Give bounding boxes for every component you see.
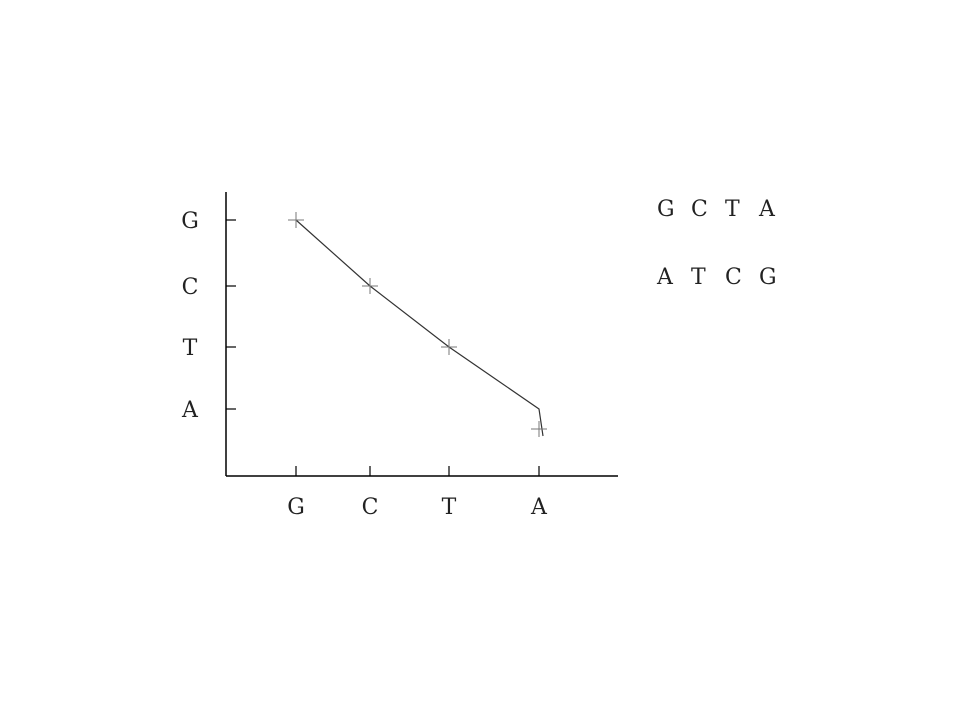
series: [295, 219, 544, 437]
x-tick-label-t: T: [442, 495, 457, 520]
y-tick-label-g: G: [181, 209, 199, 234]
point-marker-c: [362, 278, 378, 294]
y-tick-label-t: T: [183, 336, 198, 361]
point-marker-t: [441, 339, 457, 355]
sequence-letter: C: [691, 197, 708, 222]
sequence-letter: G: [657, 197, 675, 222]
sequence-letter: C: [725, 265, 742, 290]
x-tick-label-c: C: [362, 495, 379, 520]
sequence-letter: T: [691, 265, 706, 290]
x-tick-label-g: G: [287, 495, 305, 520]
point-marker-a: [531, 421, 547, 437]
series-line: [295, 219, 544, 437]
markers: [288, 212, 547, 437]
sequence-letter: G: [759, 265, 777, 290]
sequence-letter: T: [725, 197, 740, 222]
sequence-letter: A: [657, 265, 673, 290]
tick-labels: G C T A A T C G: [181, 209, 548, 520]
point-marker-g: [288, 212, 304, 228]
axes: [225, 192, 618, 477]
sequence-letter: A: [759, 197, 775, 222]
x-tick-label-a: A: [530, 495, 548, 520]
y-tick-label-a: A: [181, 398, 199, 423]
y-tick-label-c: C: [182, 275, 199, 300]
ticks: [226, 219, 540, 476]
